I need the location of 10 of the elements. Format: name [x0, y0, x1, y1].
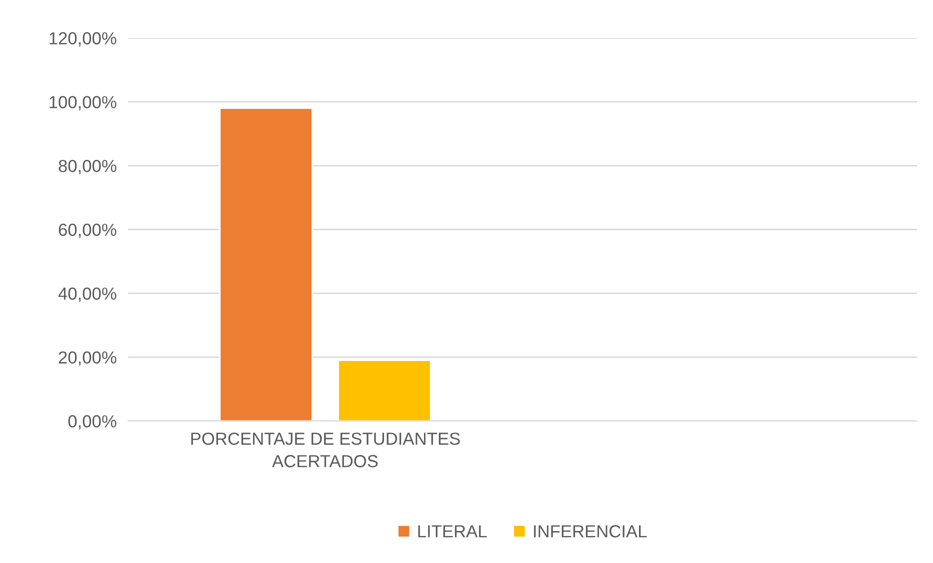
y-tick-label: 80,00%	[58, 160, 116, 174]
y-tick-label: 0,00%	[68, 415, 116, 430]
y-tick-label: 20,00%	[58, 351, 116, 366]
legend-label: LITERAL	[418, 525, 487, 538]
x-tick-label: PORCENTAJE DE ESTUDIANTES ACERTADOS	[191, 432, 460, 468]
y-tick-label: 40,00%	[58, 288, 116, 302]
y-tick-label: 100,00%	[50, 96, 116, 110]
y-tick-label: 60,00%	[58, 224, 116, 238]
y-tick-label: 120,00%	[50, 32, 116, 47]
legend-label: INFERENCIAL	[534, 525, 647, 538]
